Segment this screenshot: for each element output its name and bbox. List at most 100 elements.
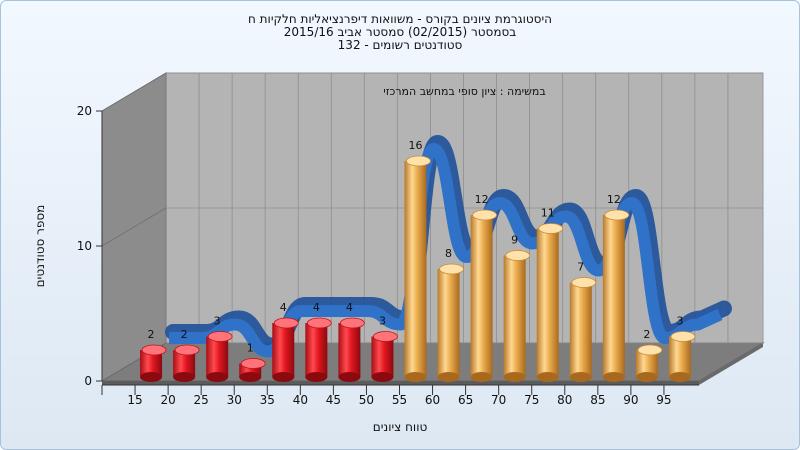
bar-base [371,372,394,382]
bar-base [239,372,262,382]
bar-group [668,331,696,382]
data-label: 9 [511,234,518,247]
bar [437,269,460,377]
bar-base [602,372,625,382]
data-label: 2 [181,328,188,341]
bar-group [206,331,233,382]
bar-cap [339,317,365,329]
bar-cap [472,209,498,221]
bar-group [272,317,299,382]
bar [173,350,196,377]
bar-cap [141,344,167,356]
y-tick-label: 0 [84,374,92,388]
x-tick-label: 85 [590,393,605,407]
data-label: 4 [346,301,353,314]
bar-cap [240,358,266,369]
bar-base [569,372,592,382]
data-label: 1 [247,342,254,355]
bar-group [404,155,431,382]
bar [338,323,361,377]
data-label: 12 [607,193,621,206]
x-axis-title: טווח ציונים [373,420,428,434]
bar-cap [670,331,696,342]
bar-base [470,372,493,382]
data-label: 11 [541,207,555,220]
bar [404,161,427,377]
x-tick-label: 50 [359,393,374,407]
bar-cap [538,223,564,234]
data-label: 4 [313,301,320,314]
x-tick-label: 90 [623,393,638,407]
bar-group [437,263,464,382]
x-tick-label: 40 [293,393,308,407]
bar [371,336,394,377]
bar-group [635,344,663,382]
data-label: 8 [445,247,452,260]
data-label: 3 [676,315,683,328]
bar-group [371,331,398,382]
bar-group [140,344,167,382]
grid-line-side [101,72,167,112]
bar-base [272,372,295,382]
bar [536,228,559,377]
bar [206,336,229,377]
bar-base [305,372,328,382]
bar-base [140,372,163,382]
x-tick-label: 45 [326,393,341,407]
bar-group [602,209,630,382]
bar [668,336,691,377]
bar-cap [505,250,531,261]
x-tick-label: 25 [194,393,209,407]
x-tick-label: 95 [656,393,671,407]
y-axis-title: מספר סטודנטים [33,205,47,288]
chart-title-line-3: סטודנטים רשומים - 132 [337,38,463,52]
chart-title-line-2: בסמסטר (02/2015) סמסטר אביב 2015/16 [283,25,517,39]
bar-cap [637,344,663,356]
bar-cap [306,317,332,329]
bar-cap [439,263,464,275]
bar-base [404,372,427,382]
floor-side [699,343,763,385]
bar [305,323,328,377]
bar-base [437,372,460,382]
bar-group [338,317,365,382]
bar [140,350,163,377]
bar-base [206,372,229,382]
y-tick-label: 10 [77,239,92,253]
bar-base [668,372,691,382]
x-tick-label: 30 [227,393,242,407]
bar [569,282,592,377]
data-label: 12 [475,193,489,206]
floor [100,342,765,382]
x-tick-label: 75 [524,393,539,407]
bar-group [173,344,200,382]
data-label: 7 [577,261,584,274]
bar-cap [273,317,299,329]
bar [503,255,526,377]
bar-cap [174,344,200,356]
y-tick-label: 20 [77,104,92,118]
x-tick-label: 70 [491,393,506,407]
data-label: 2 [148,328,155,341]
x-tick-label: 15 [127,393,142,407]
data-label: 16 [409,139,423,152]
bar-cap [373,331,398,342]
bar-base [536,372,559,382]
x-tick-label: 20 [160,393,175,407]
bar-base [503,372,526,382]
data-label: 3 [214,315,221,328]
bar [635,350,658,377]
x-tick-label: 35 [260,393,275,407]
bar-group [239,358,266,382]
bar-cap [406,155,431,167]
grid-line-side [101,207,167,247]
bar-group [470,209,498,382]
floor-edge [102,381,699,385]
bar-group [503,250,531,382]
bar-cap [571,277,597,288]
bar [470,215,493,377]
bar-group [305,317,332,382]
x-tick-label: 60 [425,393,440,407]
x-tick-label: 55 [392,393,407,407]
